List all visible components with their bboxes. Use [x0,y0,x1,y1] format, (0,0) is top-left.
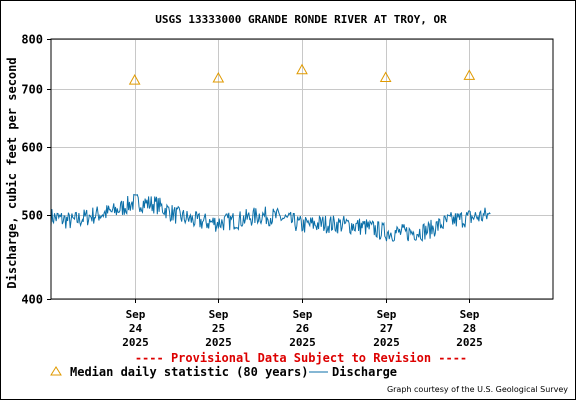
x-tick-label: 2025 [122,336,149,349]
median-marker [212,71,225,83]
provisional-note: ---- Provisional Data Subject to Revisio… [135,351,467,365]
discharge-series [50,193,491,242]
median-marker [296,63,308,75]
chart-title: USGS 13333000 GRANDE RONDE RIVER AT TROY… [155,13,447,26]
x-tick-label: 2025 [205,336,232,349]
y-tick-label: 700 [21,83,43,97]
x-tick-label: 25 [212,322,225,335]
credit-text: Graph courtesy of the U.S. Geological Su… [387,385,568,394]
legend-median-triangle-icon [50,366,62,376]
y-tick-label: 400 [21,293,43,307]
y-tick-label: 500 [21,209,43,223]
legend: Median daily statistic (80 years) Discha… [50,365,397,379]
x-tick-label: Sep [460,308,480,321]
x-axis-ticks: Sep242025Sep252025Sep262025Sep272025Sep2… [122,299,483,349]
x-tick-label: Sep [377,308,397,321]
median-marker [463,69,476,80]
y-axis-ticks: 400 500 600 700 800 [21,33,51,307]
median-marker [128,74,141,85]
x-tick-label: 24 [129,322,143,335]
x-tick-label: Sep [209,308,229,321]
y-tick-label: 800 [21,33,43,47]
x-tick-label: 2025 [289,336,316,349]
discharge-line [50,193,491,242]
y-tick-label: 600 [21,141,43,155]
x-tick-label: Sep [293,308,313,321]
median-series [128,63,476,85]
x-tick-label: 2025 [456,336,483,349]
x-tick-label: Sep [126,308,146,321]
grid-lines [51,39,553,300]
median-marker [379,71,392,82]
x-tick-label: 27 [380,322,393,335]
legend-median-label: Median daily statistic (80 years) [70,365,308,379]
x-tick-label: 2025 [373,336,400,349]
x-tick-label: 26 [296,322,310,335]
x-tick-label: 28 [463,322,476,335]
y-axis-label: Discharge, cubic feet per second [5,57,19,288]
legend-discharge-label: Discharge [332,365,397,379]
